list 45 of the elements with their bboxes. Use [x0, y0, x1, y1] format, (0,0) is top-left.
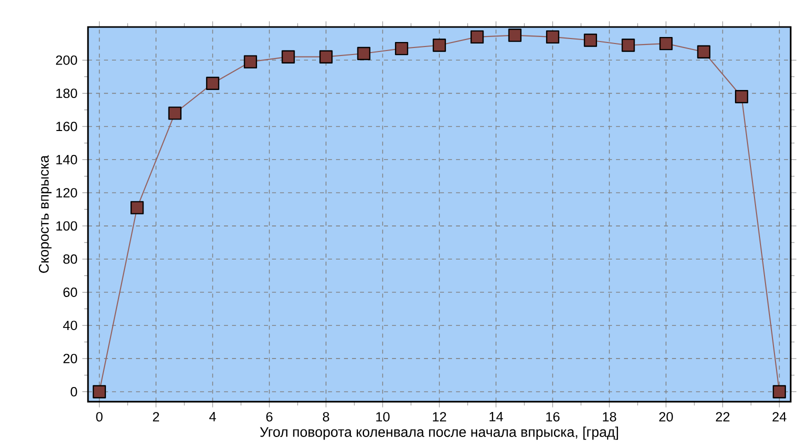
point [282, 50, 295, 64]
point [319, 50, 333, 64]
point [659, 36, 673, 50]
point [168, 106, 182, 120]
point [92, 385, 106, 398]
x-tick-label: 18 [602, 412, 616, 422]
y-tick-label: 140 [56, 154, 78, 164]
x-tick-label: 20 [659, 412, 673, 422]
y-tick-label: 0 [70, 387, 78, 396]
y-tick-label: 20 [63, 354, 78, 364]
point [546, 30, 560, 44]
point [357, 46, 370, 60]
point [206, 76, 220, 90]
point [622, 38, 635, 52]
x-tick-label: 22 [716, 412, 730, 422]
x-tick-label: 8 [322, 412, 330, 422]
x-tick-label: 24 [772, 412, 786, 422]
point [584, 34, 598, 47]
point [734, 90, 748, 104]
y-tick-label: 200 [56, 55, 78, 65]
x-tick-label: 14 [490, 412, 504, 422]
x-tick-label: 10 [376, 412, 390, 422]
x-tick-label: 2 [152, 412, 160, 422]
point [772, 385, 786, 398]
point [244, 55, 258, 68]
y-axis-title: Скорость впрыска [38, 155, 52, 273]
y-tick-label: 60 [63, 288, 78, 297]
point [130, 201, 144, 214]
x-tick-label: 16 [546, 412, 560, 422]
x-tick-label: 12 [432, 412, 446, 422]
x-tick-label: 6 [266, 412, 272, 422]
x-tick-label: 0 [96, 412, 103, 422]
point [508, 28, 522, 42]
y-tick-label: 80 [63, 254, 78, 264]
point [394, 42, 408, 56]
y-tick-label: 40 [63, 320, 78, 330]
x-axis-title: Угол поворота коленвала после начала впрыска, [град] [260, 426, 618, 440]
y-tick-label: 100 [56, 221, 78, 231]
y-tick-label: 160 [56, 122, 78, 132]
y-tick-label: 120 [56, 188, 78, 198]
x-tick-label: 4 [209, 412, 216, 422]
y-tick-label: 180 [56, 88, 78, 98]
point [697, 45, 710, 58]
point [432, 38, 446, 52]
point [470, 30, 484, 44]
